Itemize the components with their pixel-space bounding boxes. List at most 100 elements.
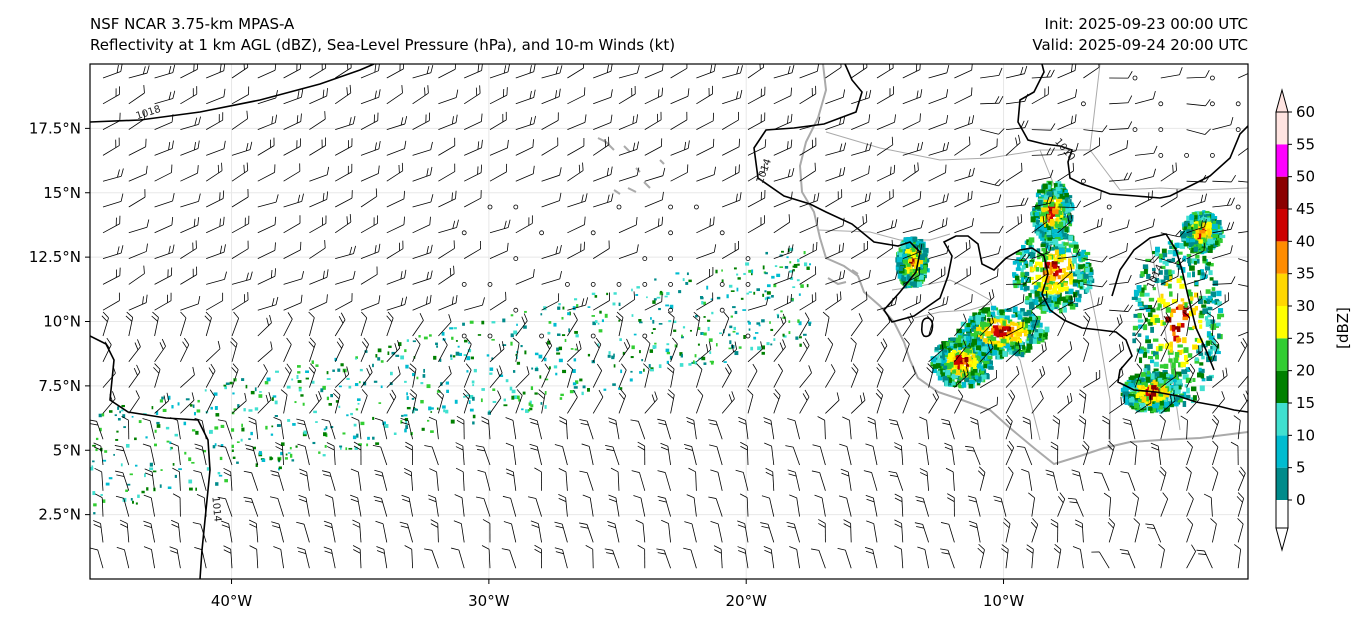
reflectivity-cell <box>984 374 990 380</box>
wind-barb-staff <box>283 344 292 362</box>
reflectivity-cell <box>970 370 976 376</box>
wind-barb-flag <box>734 341 737 350</box>
reflectivity-cell <box>947 344 953 349</box>
reflectivity-cell <box>1177 338 1182 343</box>
wind-barb-flag <box>409 363 417 370</box>
reflectivity-cell <box>1062 267 1066 274</box>
reflectivity-cell <box>1059 201 1066 207</box>
wind-barb-staff <box>489 299 507 311</box>
wind-barb-staff <box>567 200 586 208</box>
reflectivity-cell <box>970 319 975 325</box>
reflectivity-cell <box>436 390 441 393</box>
wind-barb-flag <box>274 64 277 71</box>
reflectivity-cell <box>797 319 800 323</box>
reflectivity-cell <box>557 306 561 310</box>
wind-barb-staff <box>850 67 868 79</box>
reflectivity-cell <box>287 452 291 454</box>
wind-barb-flag <box>843 142 847 151</box>
reflectivity-cell <box>1217 301 1222 306</box>
wind-barb-flag <box>713 64 716 72</box>
wind-barb-flag <box>786 295 789 304</box>
reflectivity-cell <box>1171 368 1175 375</box>
wind-barb-staff <box>515 276 534 285</box>
reflectivity-cell <box>608 351 611 355</box>
reflectivity-cell <box>1059 282 1064 288</box>
reflectivity-cell <box>972 368 978 375</box>
wind-barb-flag <box>374 64 377 73</box>
reflectivity-cell <box>516 323 518 326</box>
wind-barb-flag <box>1153 300 1158 309</box>
wind-barb-flag <box>403 190 405 199</box>
reflectivity-cell <box>962 366 969 372</box>
reflectivity-cell <box>919 274 924 280</box>
reflectivity-cell <box>1030 252 1036 259</box>
wind-barb-flag <box>374 90 377 99</box>
reflectivity-cell <box>1187 272 1191 278</box>
wind-barb-flag <box>555 66 559 75</box>
reflectivity-cell <box>271 425 274 428</box>
wind-barb-flag <box>1074 89 1078 98</box>
reflectivity-cell <box>324 444 327 448</box>
wind-barb-flag <box>636 65 640 74</box>
wind-barb-staff <box>1005 142 1021 156</box>
reflectivity-cell <box>594 320 598 324</box>
reflectivity-cell <box>989 343 993 349</box>
wind-barb-flag <box>146 219 150 228</box>
wind-barb-flag <box>269 314 272 323</box>
reflectivity-cell <box>243 408 246 412</box>
reflectivity-cell <box>1040 267 1046 273</box>
reflectivity-cell <box>992 340 997 344</box>
reflectivity-cell <box>943 355 949 360</box>
wind-barb-flag <box>366 368 371 376</box>
wind-barb-staff <box>412 252 431 259</box>
reflectivity-cell <box>1167 249 1173 255</box>
calm-wind-marker <box>745 256 751 262</box>
reflectivity-cell <box>727 333 731 337</box>
wind-barb-staff <box>257 201 277 208</box>
reflectivity-cell <box>558 346 563 351</box>
reflectivity-cell <box>1039 286 1045 292</box>
reflectivity-cell <box>1030 301 1034 308</box>
reflectivity-cell <box>612 302 616 306</box>
wind-barb-flag <box>217 340 221 349</box>
wind-barb-staff <box>489 250 508 259</box>
wind-barb-staff <box>721 119 739 130</box>
wind-barb-flag <box>610 89 613 98</box>
reflectivity-cell <box>1127 399 1134 406</box>
reflectivity-cell <box>978 312 984 316</box>
reflectivity-cell <box>945 369 951 376</box>
wind-barb-flag <box>1017 341 1021 350</box>
reflectivity-cell <box>897 273 901 279</box>
reflectivity-cell <box>191 461 195 464</box>
reflectivity-cell <box>950 375 956 380</box>
reflectivity-cell <box>701 356 706 361</box>
reflectivity-cell <box>1143 268 1148 275</box>
reflectivity-cell <box>189 404 193 407</box>
reflectivity-cell <box>1024 248 1030 254</box>
reflectivity-cell <box>1203 298 1208 304</box>
wind-barb-staff <box>928 122 947 130</box>
wind-barb-flag <box>788 214 791 223</box>
reflectivity-cell <box>156 424 161 428</box>
wind-barb-staff <box>928 172 946 182</box>
init-time: Init: 2025-09-23 00:00 UTC <box>1044 15 1248 33</box>
wind-barb-flag <box>965 242 968 251</box>
reflectivity-cell <box>919 269 926 274</box>
reflectivity-cell <box>1166 258 1172 263</box>
reflectivity-cell <box>898 266 903 271</box>
reflectivity-cell <box>952 345 958 352</box>
wind-barb-flag <box>361 311 368 319</box>
reflectivity-cell <box>401 414 404 417</box>
reflectivity-cell <box>1143 324 1148 331</box>
reflectivity-cell <box>1132 399 1139 404</box>
wind-barb-flag <box>777 363 783 371</box>
wind-barb-staff <box>386 170 403 182</box>
wind-barb-staff <box>231 223 249 234</box>
wind-barb-flag <box>839 143 843 152</box>
wind-barb-flag <box>596 363 603 371</box>
reflectivity-cell <box>1198 352 1204 356</box>
wind-barb-staff <box>876 172 895 182</box>
reflectivity-cell <box>1137 288 1142 294</box>
reflectivity-cell <box>1054 270 1059 277</box>
